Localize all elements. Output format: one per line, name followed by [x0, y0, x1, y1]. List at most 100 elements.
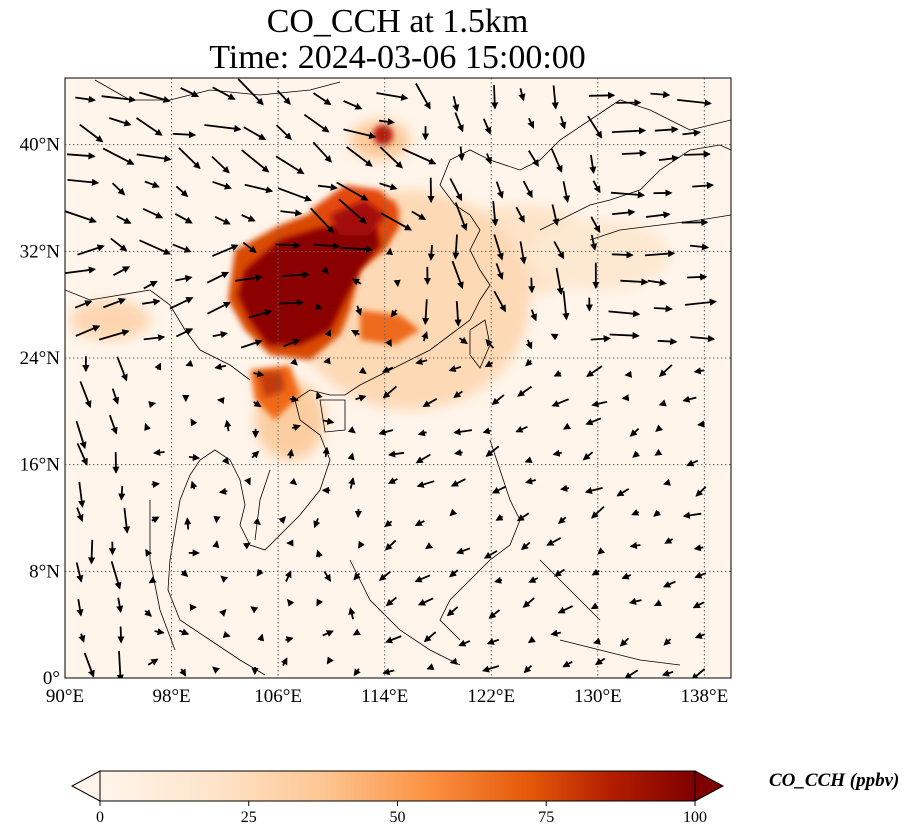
lat-tick-label: 16°N	[20, 455, 61, 476]
wind-arrow	[495, 513, 504, 521]
wind-arrow	[188, 453, 201, 461]
wind-arrow	[644, 250, 676, 258]
wind-arrow	[426, 663, 435, 670]
wind-arrow	[591, 400, 608, 408]
wind-arrow	[452, 95, 460, 112]
wind-arrow	[221, 456, 230, 465]
wind-arrow	[527, 118, 535, 129]
wind-arrow	[624, 370, 633, 378]
wind-arrow	[661, 669, 674, 677]
wind-arrow	[597, 547, 606, 555]
wind-arrow	[244, 183, 274, 194]
wind-arrow	[393, 279, 401, 288]
wind-arrow	[180, 87, 200, 98]
wind-arrow	[454, 112, 464, 133]
wind-arrow	[485, 445, 500, 457]
wind-arrow	[343, 128, 377, 140]
wind-arrow	[275, 241, 301, 249]
wind-arrow	[324, 329, 332, 338]
wind-arrow	[351, 278, 362, 286]
wind-arrow	[276, 89, 291, 105]
wind-arrow	[491, 85, 499, 110]
wind-arrow	[528, 277, 536, 294]
wind-arrow	[619, 637, 630, 647]
wind-arrow	[629, 541, 641, 550]
wind-arrow	[289, 395, 299, 403]
wind-arrow	[423, 631, 437, 643]
wind-arrow	[343, 100, 363, 110]
plot-subtitle-time: Time: 2024-03-06 15:00:00	[209, 39, 586, 76]
wind-arrow	[139, 239, 172, 255]
wind-arrow	[518, 88, 526, 102]
lon-tick-label: 106°E	[254, 686, 302, 707]
lon-tick-label: 130°E	[574, 686, 622, 707]
lat-tick-label: 24°N	[20, 348, 61, 369]
wind-arrow	[218, 609, 227, 617]
wind-arrow	[684, 150, 711, 158]
wind-arrow	[385, 596, 397, 607]
wind-arrow	[152, 448, 165, 457]
wind-arrow	[590, 234, 598, 251]
wind-arrow	[417, 597, 434, 606]
wind-arrow	[653, 509, 662, 517]
wind-arrow	[172, 131, 197, 139]
wind-arrow	[220, 575, 229, 583]
wind-arrow	[684, 298, 717, 306]
wind-arrow	[585, 417, 602, 426]
wind-arrow	[588, 91, 616, 100]
wind-arrow	[77, 244, 105, 256]
wind-arrow	[486, 638, 500, 645]
wind-arrow	[235, 274, 263, 282]
wind-arrow	[381, 366, 394, 373]
wind-arrow	[78, 481, 86, 508]
wind-arrow	[624, 669, 639, 678]
wind-arrow	[562, 422, 571, 430]
wind-arrow	[353, 572, 361, 581]
wind-arrow	[169, 297, 194, 310]
wind-arrow	[78, 633, 86, 643]
wind-arrow	[628, 597, 642, 605]
wind-arrow	[242, 241, 257, 253]
wind-arrow	[592, 637, 601, 645]
wind-arrow	[387, 450, 405, 458]
wind-arrow	[338, 198, 367, 224]
wind-arrow	[517, 385, 533, 397]
wind-arrow	[291, 424, 301, 431]
wind-arrow	[278, 516, 287, 524]
wind-arrow	[175, 274, 193, 283]
wind-arrow	[347, 426, 356, 434]
wind-arrow	[248, 309, 273, 319]
wind-arrow	[380, 212, 413, 231]
wind-arrow	[66, 152, 96, 160]
wind-arrow	[609, 331, 640, 340]
wind-arrow	[384, 519, 393, 528]
wind-arrow	[664, 537, 674, 544]
wind-arrow	[621, 572, 632, 580]
wind-arrow	[427, 244, 435, 261]
wind-arrow	[415, 83, 431, 110]
wind-arrow	[483, 550, 498, 559]
wind-arrow	[595, 657, 606, 666]
lat-tick-label: 32°N	[20, 241, 61, 262]
wind-arrow	[522, 180, 533, 199]
wind-arrow	[74, 300, 93, 309]
wind-arrow	[451, 260, 464, 290]
wind-arrow	[693, 544, 704, 552]
wind-arrow	[244, 477, 251, 486]
colorbar-tick-label: 0	[96, 809, 104, 826]
wind-arrow	[277, 187, 313, 202]
wind-arrow	[590, 216, 601, 233]
wind-arrow	[454, 202, 468, 232]
wind-arrow	[312, 141, 332, 163]
wind-arrow	[285, 636, 294, 644]
wind-arrow	[682, 395, 697, 403]
lon-tick-label: 98°E	[152, 686, 190, 707]
wind-arrow	[212, 86, 236, 100]
wind-arrow	[663, 478, 671, 486]
wind-arrow	[650, 90, 671, 99]
wind-arrow	[353, 668, 361, 677]
wind-arrow	[589, 154, 597, 175]
wind-arrow	[242, 542, 251, 550]
wind-arrow	[175, 185, 189, 198]
wind-arrow	[310, 207, 335, 234]
